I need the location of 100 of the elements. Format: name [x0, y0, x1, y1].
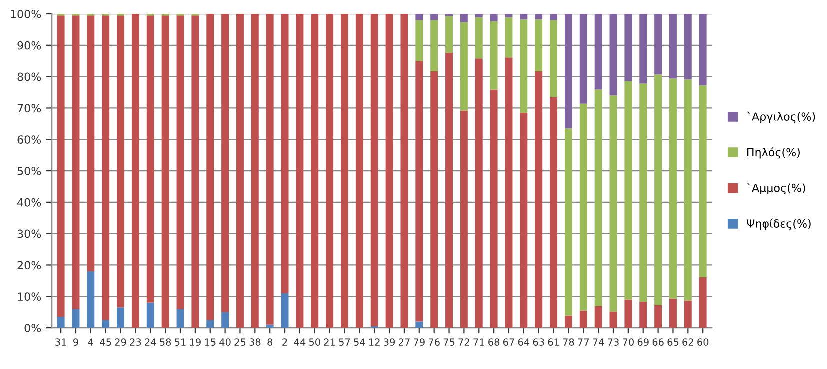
- x-tick-label: 24: [145, 338, 156, 346]
- y-tick-label: 60%: [18, 136, 42, 144]
- bar: [311, 14, 319, 328]
- x-tick-label: 78: [563, 338, 574, 346]
- bar: [550, 20, 558, 98]
- x-tick-label: 19: [190, 338, 201, 346]
- bar: [594, 14, 602, 90]
- bar: [416, 20, 424, 62]
- bar: [640, 302, 648, 328]
- y-tick-label: 40%: [18, 198, 42, 207]
- x-tick-label: 39: [384, 338, 396, 346]
- bar: [460, 14, 468, 22]
- bar: [206, 320, 214, 328]
- x-tick-label: 60: [698, 338, 709, 346]
- bar: [475, 14, 483, 18]
- x-tick-label: 45: [100, 338, 112, 346]
- x-tick-label: 8: [268, 338, 273, 346]
- legend-label: `Αμμος(%): [747, 183, 806, 194]
- bar: [505, 58, 513, 328]
- bar: [684, 14, 692, 80]
- bar: [490, 14, 498, 22]
- bar: [654, 74, 662, 306]
- x-tick-label: 73: [608, 338, 619, 346]
- x-tick-label: 54: [354, 338, 366, 346]
- x-tick-label: 79: [414, 338, 425, 346]
- bar: [610, 312, 618, 328]
- bar: [505, 17, 513, 58]
- x-tick-label: 68: [488, 338, 500, 346]
- bar: [564, 128, 572, 316]
- bar: [564, 316, 572, 328]
- bar: [341, 14, 348, 328]
- bar: [266, 14, 274, 325]
- bar: [57, 16, 65, 318]
- bar: [654, 14, 662, 75]
- bar: [132, 14, 140, 328]
- bar: [594, 90, 602, 306]
- y-tick-label: 80%: [18, 72, 42, 82]
- bar: [416, 61, 424, 322]
- bar: [146, 16, 154, 303]
- bar: [564, 14, 572, 129]
- bar: [72, 16, 80, 310]
- x-tick-label: 9: [74, 338, 78, 346]
- bar: [222, 312, 230, 328]
- bar: [624, 81, 632, 300]
- bar: [580, 104, 588, 311]
- y-tick-label: 70%: [18, 104, 42, 113]
- x-tick-label: 12: [369, 338, 380, 346]
- bar: [490, 90, 498, 328]
- bar: [326, 14, 334, 328]
- x-tick-label: 27: [398, 338, 410, 346]
- legend-label: Ψηφίδες(%): [747, 218, 811, 230]
- bar: [370, 14, 378, 326]
- x-tick-label: 51: [175, 338, 186, 346]
- bar: [146, 302, 154, 328]
- bar: [416, 322, 424, 328]
- x-tick-label: 63: [533, 338, 544, 346]
- bar: [580, 310, 588, 328]
- x-tick-label: 62: [682, 338, 694, 346]
- bar: [236, 14, 244, 328]
- x-tick-label: 25: [234, 338, 246, 346]
- x-tick-label: 66: [652, 338, 664, 346]
- x-tick-label: 29: [115, 338, 126, 346]
- bar: [57, 317, 65, 328]
- bar: [580, 14, 588, 104]
- legend-label: `Αργιλος(%): [747, 112, 816, 124]
- bar: [699, 14, 707, 86]
- bar: [176, 309, 184, 328]
- bar: [386, 14, 394, 328]
- x-tick-label: 69: [638, 338, 649, 346]
- bar: [520, 20, 528, 113]
- bar: [72, 309, 80, 328]
- bar: [669, 78, 677, 299]
- x-tick-label: 77: [578, 338, 589, 346]
- x-tick-label: 31: [56, 338, 66, 346]
- bar: [251, 14, 259, 328]
- bar: [550, 14, 558, 20]
- y-tick-label: 0%: [24, 324, 42, 332]
- x-tick-label: 4: [88, 338, 94, 346]
- y-tick-label: 90%: [18, 41, 42, 50]
- bar: [87, 16, 95, 272]
- x-tick-label: 64: [518, 338, 530, 346]
- y-tick-label: 50%: [18, 167, 42, 176]
- bar: [624, 300, 632, 328]
- x-tick-label: 57: [339, 338, 350, 346]
- bar: [684, 300, 692, 328]
- bar: [669, 14, 677, 79]
- x-tick-label: 65: [668, 338, 679, 346]
- bar: [669, 298, 677, 328]
- bar: [520, 14, 528, 20]
- x-tick-label: 58: [160, 338, 172, 346]
- y-tick-label: 20%: [18, 261, 42, 270]
- bar: [296, 14, 304, 328]
- legend-label: Πηλός(%): [748, 148, 800, 159]
- bar: [475, 58, 483, 328]
- x-tick-label: 44: [294, 338, 306, 346]
- bar: [446, 52, 453, 328]
- bar: [460, 22, 468, 111]
- bar: [102, 320, 110, 328]
- x-tick-label: 38: [250, 338, 261, 346]
- bar: [520, 112, 528, 328]
